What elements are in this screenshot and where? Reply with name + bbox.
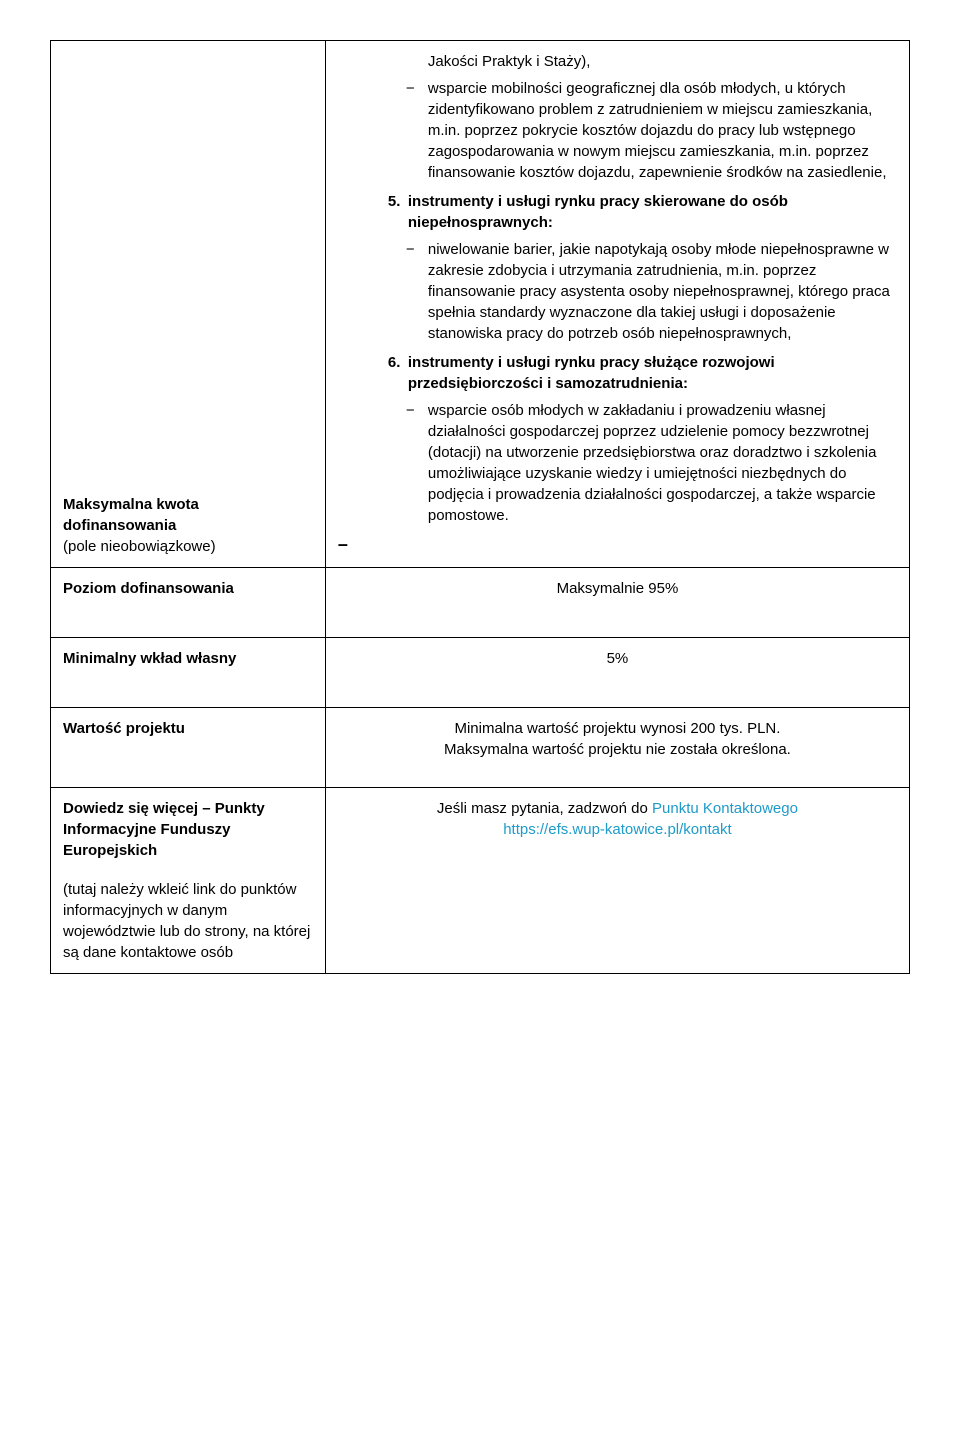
- dowiedz-label-line2: (tutaj należy wkleić link do punktów inf…: [63, 879, 313, 963]
- minimalny-label: Minimalny wkład własny: [63, 650, 236, 667]
- minimalny-label-cell: Minimalny wkład własny: [51, 638, 326, 708]
- wartosc-value-line2: Maksymalna wartość projektu nie została …: [338, 739, 897, 760]
- max-kwota-label-cell: Maksymalna kwota dofinansowania (pole ni…: [51, 41, 326, 568]
- poziom-value: Maksymalnie 95%: [557, 580, 679, 597]
- bullet-pre-text: wsparcie mobilności geograficznej dla os…: [428, 80, 887, 181]
- item-6: 6. instrumenty i usługi rynku pracy służ…: [388, 352, 897, 394]
- num-5: 5.: [388, 191, 401, 212]
- minimalny-value-cell: 5%: [325, 638, 909, 708]
- max-kwota-value: –: [338, 532, 897, 557]
- contact-point-link[interactable]: Punktu Kontaktowego: [652, 800, 798, 817]
- item-5-title: instrumenty i usługi rynku pracy skierow…: [408, 193, 788, 231]
- max-kwota-label: Maksymalna kwota dofinansowania: [63, 494, 313, 536]
- dowiedz-value-cell: Jeśli masz pytania, zadzwoń do Punktu Ko…: [325, 788, 909, 974]
- num-6: 6.: [388, 352, 401, 373]
- dash-icon: −: [406, 239, 415, 260]
- wartosc-label-cell: Wartość projektu: [51, 708, 326, 788]
- wartosc-label: Wartość projektu: [63, 720, 185, 737]
- bullet-6-text: wsparcie osób młodych w zakładaniu i pro…: [428, 402, 877, 524]
- item-6-title: instrumenty i usługi rynku pracy służące…: [408, 354, 775, 392]
- poziom-label: Poziom dofinansowania: [63, 580, 234, 597]
- dowiedz-pre-text: Jeśli masz pytania, zadzwoń do: [437, 800, 652, 817]
- max-kwota-content-cell: Jakości Praktyk i Staży), − wsparcie mob…: [325, 41, 909, 568]
- dash-icon: −: [406, 400, 415, 421]
- dowiedz-label-cell: Dowiedz się więcej – Punkty Informacyjne…: [51, 788, 326, 974]
- item-5: 5. instrumenty i usługi rynku pracy skie…: [388, 191, 897, 233]
- bullet-5-text: niwelowanie barier, jakie napotykają oso…: [428, 241, 890, 342]
- pre-text: Jakości Praktyk i Staży),: [388, 51, 897, 72]
- poziom-label-cell: Poziom dofinansowania: [51, 568, 326, 638]
- document-table: Maksymalna kwota dofinansowania (pole ni…: [50, 40, 910, 974]
- dowiedz-label-line1: Dowiedz się więcej – Punkty Informacyjne…: [63, 798, 313, 861]
- dash-icon: −: [406, 78, 415, 99]
- max-kwota-subnote: (pole nieobowiązkowe): [63, 536, 313, 557]
- bullet-6: − wsparcie osób młodych w zakładaniu i p…: [388, 400, 897, 526]
- minimalny-value: 5%: [607, 650, 629, 667]
- poziom-value-cell: Maksymalnie 95%: [325, 568, 909, 638]
- bullet-5: − niwelowanie barier, jakie napotykają o…: [388, 239, 897, 344]
- wartosc-value-cell: Minimalna wartość projektu wynosi 200 ty…: [325, 708, 909, 788]
- bullet-pre: − wsparcie mobilności geograficznej dla …: [388, 78, 897, 183]
- wartosc-value-line1: Minimalna wartość projektu wynosi 200 ty…: [338, 718, 897, 739]
- contact-url-link[interactable]: https://efs.wup-katowice.pl/kontakt: [338, 819, 897, 840]
